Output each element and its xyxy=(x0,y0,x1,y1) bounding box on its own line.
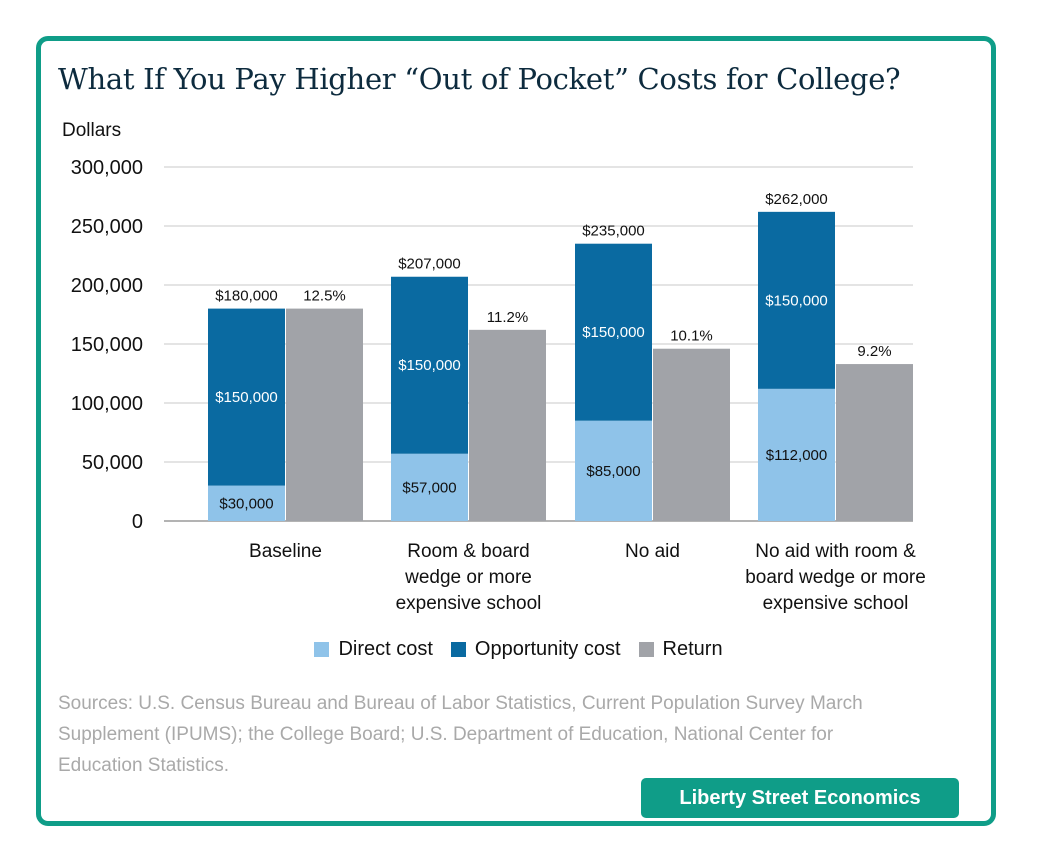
x-tick-label: expensive school xyxy=(396,593,542,614)
data-label-opportunity-cost: $150,000 xyxy=(398,357,461,374)
bar-return xyxy=(469,329,546,521)
data-label-total: $207,000 xyxy=(398,256,461,273)
legend-swatch xyxy=(638,641,654,657)
data-label-return: 10.1% xyxy=(670,328,713,345)
bar-opportunity-cost xyxy=(391,276,468,454)
data-label-total: $235,000 xyxy=(582,223,645,240)
bar-return xyxy=(286,308,363,521)
legend-item: Opportunity cost xyxy=(450,637,621,661)
data-label-direct-cost: $57,000 xyxy=(402,479,456,496)
legend-label: Return xyxy=(662,637,723,660)
x-tick-label: wedge or more xyxy=(404,567,532,588)
x-tick-label: Baseline xyxy=(249,541,322,562)
y-tick-label: 250,000 xyxy=(71,216,143,238)
legend-swatch xyxy=(450,641,466,657)
data-label-direct-cost: $30,000 xyxy=(219,495,273,512)
data-label-return: 12.5% xyxy=(303,288,346,305)
bar-opportunity-cost xyxy=(575,243,652,421)
bar-direct-cost xyxy=(391,453,468,521)
y-tick-label: 150,000 xyxy=(71,334,143,356)
legend-label: Direct cost xyxy=(338,637,433,660)
data-label-direct-cost: $85,000 xyxy=(586,463,640,480)
chart-legend: Direct cost Opportunity cost Return xyxy=(0,636,1037,662)
chart-title: What If You Pay Higher “Out of Pocket” C… xyxy=(58,62,901,96)
x-tick-label: board wedge or more xyxy=(745,567,926,588)
bar-opportunity-cost xyxy=(208,308,285,486)
y-tick-label: 50,000 xyxy=(82,452,143,474)
data-label-opportunity-cost: $150,000 xyxy=(582,324,645,341)
x-tick-label: Room & board xyxy=(407,541,530,562)
bar-opportunity-cost xyxy=(758,211,835,389)
data-label-opportunity-cost: $150,000 xyxy=(215,389,278,406)
bar-direct-cost xyxy=(208,485,285,521)
y-tick-label: 200,000 xyxy=(71,275,143,297)
bar-return xyxy=(653,348,730,521)
data-label-direct-cost: $112,000 xyxy=(766,447,827,464)
legend-swatch xyxy=(314,641,330,657)
bar-direct-cost xyxy=(575,420,652,521)
bar-return xyxy=(836,364,913,521)
legend-item: Return xyxy=(638,637,723,661)
data-label-opportunity-cost: $150,000 xyxy=(765,292,828,309)
sources-note: Sources: U.S. Census Bureau and Bureau o… xyxy=(58,693,863,776)
x-tick-label: No aid with room & xyxy=(755,541,916,562)
y-tick-label: 300,000 xyxy=(71,157,143,179)
legend-label: Opportunity cost xyxy=(474,637,621,660)
data-label-return: 9.2% xyxy=(857,343,891,360)
data-label-return: 11.2% xyxy=(487,309,528,326)
data-label-total: $180,000 xyxy=(215,288,278,305)
x-tick-label: No aid xyxy=(625,541,680,562)
x-tick-label: expensive school xyxy=(763,593,909,614)
y-axis-label: Dollars xyxy=(62,120,121,141)
data-label-total: $262,000 xyxy=(765,191,828,208)
legend-item: Direct cost xyxy=(314,637,433,661)
bar-direct-cost xyxy=(758,388,835,521)
brand-badge[interactable]: Liberty Street Economics xyxy=(641,778,959,818)
y-tick-label: 0 xyxy=(132,511,143,533)
y-tick-label: 100,000 xyxy=(71,393,143,415)
